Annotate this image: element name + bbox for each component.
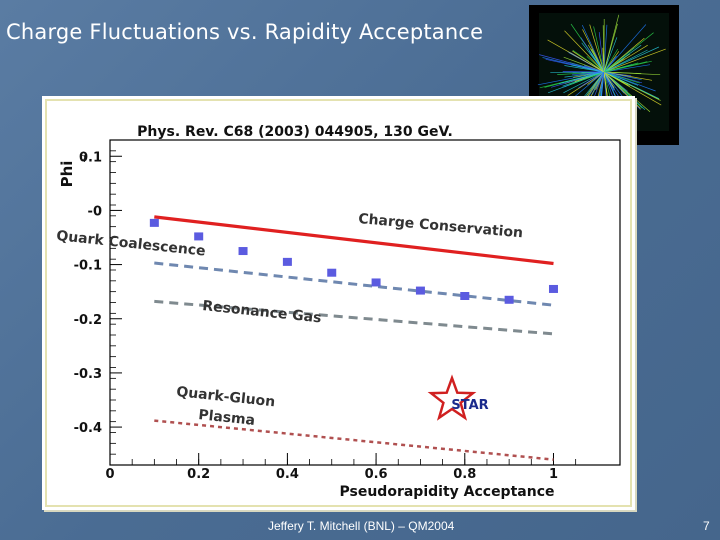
y-tick-label: -0.4 [74, 421, 102, 436]
particle-track [572, 50, 605, 73]
particle-track [603, 71, 630, 87]
particle-track [603, 71, 656, 92]
x-tick-label: 0 [105, 467, 114, 482]
particle-tracks [537, 14, 666, 133]
figure-border [45, 99, 632, 507]
particle-track [591, 71, 605, 96]
particle-track [591, 48, 605, 73]
x-tick-label: 0.6 [365, 467, 388, 482]
particle-track [562, 71, 605, 73]
particle-track [578, 71, 605, 89]
particle-track [581, 71, 605, 81]
particle-track [603, 46, 660, 73]
particle-track [603, 60, 652, 73]
data-point [327, 268, 337, 277]
particle-track [603, 37, 618, 73]
star-logo-text: STAR [451, 398, 488, 413]
particle-track [603, 32, 654, 73]
slide-footer: Jeffery T. Mitchell (BNL) – QM2004 [268, 519, 455, 533]
particle-track [603, 48, 619, 73]
particle-track [603, 71, 660, 100]
particle-track [603, 49, 648, 73]
star-logo: STAR [427, 374, 489, 421]
data-point [504, 295, 514, 304]
chart-title: Phys. Rev. C68 (2003) 044905, 130 GeV. [137, 124, 453, 140]
data-point [371, 278, 381, 287]
particle-track [547, 39, 605, 73]
slide-title: Charge Fluctuations vs. Rapidity Accepta… [6, 20, 484, 44]
y-tick-label: -0 [88, 204, 102, 219]
quark-gluon-plasma-curve [154, 419, 554, 461]
y-tick-label: -0.3 [74, 367, 102, 382]
data-point [415, 286, 425, 295]
particle-track [603, 64, 651, 73]
data-point [238, 247, 248, 256]
charge-fluctuation-chart: Phys. Rev. C68 (2003) 044905, 130 GeV. Ph… [45, 99, 632, 507]
particle-track [539, 54, 605, 73]
particle-track [572, 71, 605, 76]
collision-event-graphic [537, 13, 669, 138]
y-tick-label: -0.2 [74, 313, 102, 328]
y-tick-label: 0.1 [79, 150, 102, 165]
particle-track [586, 71, 605, 96]
x-tick-label: 0.8 [453, 467, 476, 482]
particle-track [571, 64, 605, 73]
x-axis-label: Pseudorapidity Acceptance [340, 484, 555, 500]
particle-track [593, 26, 605, 73]
y-axis-label: Phi [58, 161, 76, 188]
particle-track [585, 71, 605, 101]
particle-track [559, 71, 605, 84]
particle-track [537, 71, 605, 86]
particle-track [598, 32, 605, 73]
collision-event-image [529, 5, 679, 145]
qgp-label-line2: Plasma [198, 407, 256, 429]
x-tick-label: 0.4 [276, 467, 299, 482]
charge-conservation-curve [154, 215, 554, 266]
particle-track [603, 71, 615, 88]
particle-track [603, 23, 618, 73]
particle-track [581, 24, 605, 73]
data-point [548, 284, 558, 293]
y-axis-label-subscript: q [80, 153, 86, 163]
data-point [460, 292, 470, 300]
particle-track [603, 71, 661, 76]
y-tick-label: -0.1 [74, 259, 102, 274]
data-point [194, 232, 204, 241]
particle-track [563, 71, 605, 94]
particle-track [603, 71, 642, 81]
x-tick-label: 0.2 [187, 467, 210, 482]
plot-area [109, 139, 621, 466]
quark-coalescence-curve [154, 261, 554, 307]
particle-track [603, 71, 651, 113]
particle-track [603, 24, 608, 73]
data-point [149, 218, 159, 227]
resonance-gas-curve [154, 299, 554, 336]
particle-track [603, 55, 617, 73]
slide-page-number: 7 [703, 519, 710, 533]
particle-track [603, 24, 647, 73]
x-tick-label: 1 [549, 467, 558, 482]
star-logo-shape [427, 374, 477, 421]
data-point [282, 257, 292, 266]
particle-track [588, 50, 605, 73]
particle-track [564, 30, 605, 73]
particle-track [589, 24, 605, 73]
particle-track [603, 48, 666, 73]
y-axis-label-text: Phi [58, 161, 76, 188]
